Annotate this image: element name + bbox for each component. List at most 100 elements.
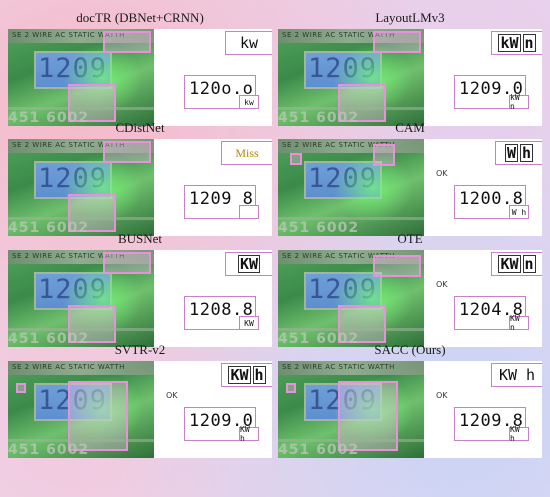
meter-label-text: SE 2 WIRE AC STATIC WATTH <box>282 141 395 149</box>
reading-prediction-box: 1209.8 KW h <box>454 407 529 443</box>
small-unit-box: KW n <box>509 314 529 332</box>
unit-char: n <box>522 34 536 52</box>
reading-prediction-box: 120o.o kw <box>184 75 259 109</box>
result-panel-layoutlmv3: LayoutLMv3 SE 2 WIRE AC STATIC WATTH12094… <box>278 8 542 126</box>
panel-content: SE 2 WIRE AC STATIC WATTH1209451 6002 KW … <box>278 361 542 458</box>
meter-label-strip <box>278 139 424 153</box>
result-panel-sacc: SACC (Ours) SE 2 WIRE AC STATIC WATTH1209… <box>278 340 542 458</box>
attention-glow <box>63 264 143 334</box>
meter-label-strip <box>8 361 154 375</box>
unit-prediction-box: KW h <box>221 363 272 387</box>
result-panel-cdistnet: CDistNet SE 2 WIRE AC STATIC WATTH1209451… <box>8 118 272 236</box>
panel-content: SE 2 WIRE AC STATIC WATTH1209451 6002 kWn… <box>278 29 542 126</box>
attention-box <box>16 383 26 393</box>
unit-prediction-box: Miss <box>221 141 272 165</box>
panel-content: SE 2 WIRE AC STATIC WATTH1209451 6002 KWn… <box>278 250 542 347</box>
panel-title: OTE <box>397 231 423 246</box>
unit-char: kW <box>498 34 521 52</box>
attention-glow <box>63 375 143 445</box>
small-unit-box: W h <box>509 205 529 219</box>
meter-ruler <box>278 217 424 220</box>
small-unit-box: KW <box>239 316 259 330</box>
meter-label-text: SE 2 WIRE AC STATIC WATTH <box>282 31 395 39</box>
meter-serial: 451 6002 <box>278 220 360 236</box>
reading-prediction-box: 1204.8 KW n <box>454 296 529 332</box>
result-panel-cam: CAM SE 2 WIRE AC STATIC WATTH1209451 6002… <box>278 118 542 236</box>
result-panel-doctr: docTR (DBNet+CRNN) SE 2 WIRE AC STATIC WA… <box>8 8 272 126</box>
meter-photo: SE 2 WIRE AC STATIC WATTH1209451 6002 <box>8 139 154 236</box>
attention-box <box>373 255 421 277</box>
ok-label: OK <box>436 169 448 178</box>
reading-prediction-box: 1208.8 KW <box>184 296 259 330</box>
reading-prediction-box: 1209.0 kW n <box>454 75 529 111</box>
panel-content: SE 2 WIRE AC STATIC WATTH1209451 6002 Wh O… <box>278 139 542 236</box>
attention-box <box>290 153 302 165</box>
meter-ruler <box>8 107 154 110</box>
panel-content: SE 2 WIRE AC STATIC WATTH1209451 6002 Mis… <box>8 139 272 236</box>
ok-label: OK <box>436 280 448 289</box>
small-unit-box: KW h <box>509 425 529 443</box>
meter-label-text: SE 2 WIRE AC STATIC WATTH <box>12 141 125 149</box>
reading-text: 1209.8 <box>459 411 524 431</box>
reading-text: 1200.8 <box>459 189 524 209</box>
result-panel-busnet: BUSNet SE 2 WIRE AC STATIC WATTH1209451 6… <box>8 229 272 347</box>
meter-photo: SE 2 WIRE AC STATIC WATTH1209451 6002 <box>278 361 424 458</box>
unit-prediction-box: kW n <box>491 31 542 55</box>
attention-box <box>103 31 151 53</box>
reading-prediction-box: 1200.8 W h <box>454 185 529 219</box>
panel-title: CAM <box>395 120 425 135</box>
reading-text: 1208.8 <box>189 300 254 320</box>
attention-box <box>373 144 395 166</box>
meter-serial: 451 6002 <box>278 110 360 126</box>
meter-ruler <box>8 439 154 442</box>
small-unit-box: KW h <box>239 425 259 443</box>
attention-box <box>68 84 116 122</box>
unit-prediction-box: KW <box>225 252 272 276</box>
small-unit-box: kW n <box>509 93 529 111</box>
meter-ruler <box>8 328 154 331</box>
ok-label: OK <box>166 391 178 400</box>
reading-prediction-box: 1209 8 <box>184 185 259 219</box>
panel-content: SE 2 WIRE AC STATIC WATTH1209451 6002KW1… <box>8 250 272 347</box>
attention-box <box>103 141 151 163</box>
unit-prediction-box: kw <box>225 31 272 55</box>
attention-box <box>373 31 421 53</box>
meter-photo: SE 2 WIRE AC STATIC WATTH1209451 6002 <box>278 250 424 347</box>
unit-prediction-box: KW n <box>491 252 542 276</box>
meter-photo: SE 2 WIRE AC STATIC WATTH1209451 6002 <box>278 29 424 126</box>
unit-char: W <box>504 144 518 162</box>
result-panel-svtrv2: SVTR-v2 SE 2 WIRE AC STATIC WATTH1209451 … <box>8 340 272 458</box>
meter-serial: 451 6002 <box>8 331 90 347</box>
attention-box <box>68 305 116 343</box>
panel-content: SE 2 WIRE AC STATIC WATTH1209451 6002kw1… <box>8 29 272 126</box>
panel-title: docTR (DBNet+CRNN) <box>76 10 204 25</box>
unit-char: KW <box>237 255 261 273</box>
meter-serial: 451 6002 <box>8 442 90 458</box>
reading-prediction-box: 1209.0 KW h <box>184 407 259 443</box>
panel-title: BUSNet <box>117 231 163 246</box>
reading-text: 1209.0 <box>459 79 524 99</box>
attention-glow <box>333 43 413 113</box>
unit-text: KW h <box>498 366 536 384</box>
meter-serial: 451 6002 <box>8 220 90 236</box>
meter-ruler <box>278 439 424 442</box>
small-unit-box <box>239 205 259 219</box>
meter-label-text: SE 2 WIRE AC STATIC WATTH <box>12 252 125 260</box>
meter-label-text: SE 2 WIRE AC STATIC WATTH <box>12 31 125 39</box>
panel-title: SACC (Ours) <box>374 342 446 357</box>
attention-box <box>286 383 296 393</box>
meter-label-text: SE 2 WIRE AC STATIC WATTH <box>282 252 395 260</box>
attention-box <box>103 252 151 274</box>
attention-box <box>338 305 386 343</box>
meter-label-strip <box>278 250 424 264</box>
attention-glow <box>333 375 413 445</box>
unit-char: KW <box>498 255 521 273</box>
meter-serial: 451 6002 <box>8 110 90 126</box>
reading-text: 120o.o <box>189 79 254 99</box>
result-panel-ote: OTE SE 2 WIRE AC STATIC WATTH1209451 6002… <box>278 229 542 347</box>
attention-glow <box>63 153 143 223</box>
ok-label: OK <box>436 391 448 400</box>
meter-ruler <box>278 107 424 110</box>
